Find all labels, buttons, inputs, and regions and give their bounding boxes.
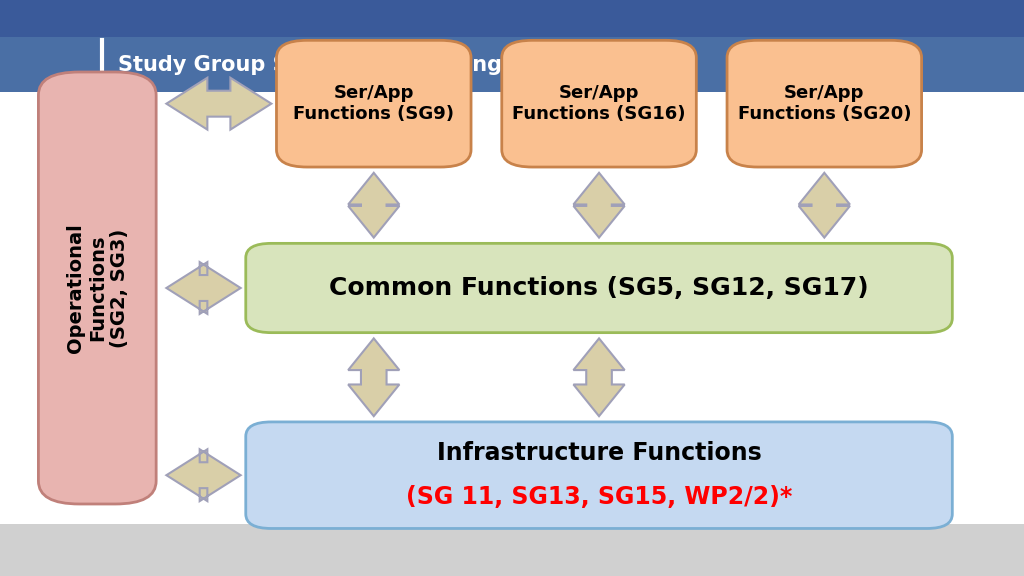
Polygon shape bbox=[166, 449, 241, 501]
FancyBboxPatch shape bbox=[0, 0, 1024, 37]
FancyBboxPatch shape bbox=[246, 244, 952, 333]
FancyBboxPatch shape bbox=[0, 37, 1024, 92]
Text: Ser/App
Functions (SG16): Ser/App Functions (SG16) bbox=[512, 84, 686, 123]
Polygon shape bbox=[166, 78, 271, 130]
Text: Common Functions (SG5, SG12, SG17): Common Functions (SG5, SG12, SG17) bbox=[330, 276, 868, 300]
FancyBboxPatch shape bbox=[502, 40, 696, 167]
FancyBboxPatch shape bbox=[276, 40, 471, 167]
Text: Study Group Structure: Mapping to the Model: Study Group Structure: Mapping to the Mo… bbox=[118, 55, 658, 75]
FancyBboxPatch shape bbox=[727, 40, 922, 167]
Text: Ser/App
Functions (SG20): Ser/App Functions (SG20) bbox=[737, 84, 911, 123]
Polygon shape bbox=[573, 173, 625, 237]
Polygon shape bbox=[573, 339, 625, 416]
Polygon shape bbox=[166, 262, 241, 314]
Text: Operational
Functions
(SG2, SG3): Operational Functions (SG2, SG3) bbox=[66, 223, 129, 353]
Text: (SG 11, SG13, SG15, WP2/2)*: (SG 11, SG13, SG15, WP2/2)* bbox=[406, 485, 793, 509]
Polygon shape bbox=[348, 339, 399, 416]
Polygon shape bbox=[348, 173, 399, 237]
Polygon shape bbox=[799, 173, 850, 237]
FancyBboxPatch shape bbox=[39, 72, 156, 504]
Text: Ser/App
Functions (SG9): Ser/App Functions (SG9) bbox=[293, 84, 455, 123]
Text: Infrastructure Functions: Infrastructure Functions bbox=[436, 441, 762, 465]
FancyBboxPatch shape bbox=[0, 524, 1024, 576]
FancyBboxPatch shape bbox=[246, 422, 952, 529]
